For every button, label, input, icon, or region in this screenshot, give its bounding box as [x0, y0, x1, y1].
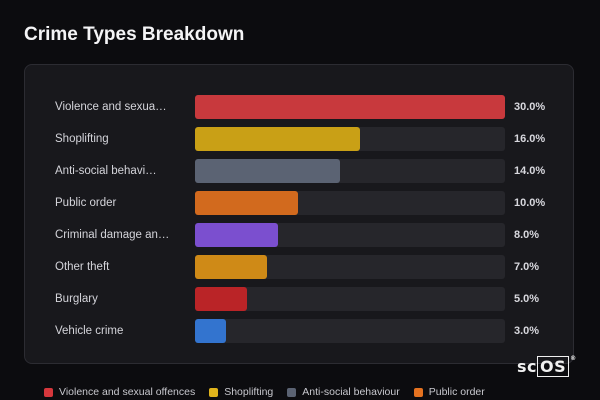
- bar-label: Public order: [55, 197, 117, 209]
- bar-row: Other theft 7.0%: [25, 255, 573, 279]
- legend-swatch: [209, 387, 219, 397]
- bar-value-label: 3.0%: [514, 325, 540, 337]
- legend-item: Shoplifting: [209, 386, 273, 398]
- bar: [195, 319, 226, 343]
- bar: [195, 191, 299, 215]
- bar-label: Other theft: [55, 261, 110, 273]
- legend-item: Violence and sexual offences: [44, 386, 195, 398]
- bar-track: [195, 255, 505, 279]
- bar-label: Criminal damage an…: [55, 229, 170, 241]
- legend-label: Shoplifting: [224, 386, 274, 398]
- bar-track: [195, 287, 505, 311]
- legend-swatch: [287, 387, 297, 397]
- bar-value-label: 10.0%: [514, 197, 546, 209]
- bar-track: [195, 191, 505, 215]
- bar-value-label: 16.0%: [514, 133, 546, 145]
- legend-swatch: [44, 387, 53, 397]
- bar-value-label: 14.0%: [514, 165, 546, 177]
- bar-track: [195, 319, 505, 343]
- bar-value-label: 8.0%: [514, 229, 540, 241]
- bar-row: Shoplifting 16.0%: [25, 127, 573, 151]
- bar: [195, 223, 278, 247]
- scos-logo: sc OS ®: [517, 355, 577, 377]
- legend-item: Public order: [413, 386, 485, 398]
- legend-label: Public order: [428, 386, 485, 398]
- bar: [195, 95, 505, 119]
- bar-track: [195, 223, 505, 247]
- bar-label: Anti-social behavi…: [55, 165, 157, 177]
- legend-swatch: [413, 387, 423, 397]
- bar-label: Burglary: [55, 293, 98, 305]
- bar: [195, 127, 361, 151]
- bar-value-label: 7.0%: [514, 261, 540, 273]
- bar-row: Burglary 5.0%: [25, 287, 573, 311]
- bar: [195, 159, 340, 183]
- legend-label: Anti-social behaviour: [302, 386, 400, 398]
- bar-track: [195, 127, 505, 151]
- bar-row: Vehicle crime 3.0%: [25, 319, 573, 343]
- bar-row: Anti-social behavi… 14.0%: [25, 159, 573, 183]
- bar-label: Violence and sexua…: [55, 101, 167, 113]
- bar-label: Vehicle crime: [55, 325, 124, 337]
- chart-title: Crime Types Breakdown: [24, 24, 245, 45]
- legend-label: Violence and sexual offences: [59, 386, 196, 398]
- chart-panel: Violence and sexua… 30.0% Shoplifting 16.0%…: [24, 64, 574, 364]
- chart-legend: Violence and sexual offences Shoplifting A…: [44, 386, 485, 398]
- legend-item: Anti-social behaviour: [287, 386, 400, 398]
- bar-row: Violence and sexua… 30.0%: [25, 95, 573, 119]
- bar-row: Criminal damage an… 8.0%: [25, 223, 573, 247]
- bar: [195, 255, 268, 279]
- bar-row: Public order 10.0%: [25, 191, 573, 215]
- bar-value-label: 30.0%: [514, 101, 546, 113]
- bar-label: Shoplifting: [55, 133, 109, 145]
- bar: [195, 287, 247, 311]
- bar-value-label: 5.0%: [514, 293, 540, 305]
- bar-track: [195, 159, 505, 183]
- bar-track: [195, 95, 505, 119]
